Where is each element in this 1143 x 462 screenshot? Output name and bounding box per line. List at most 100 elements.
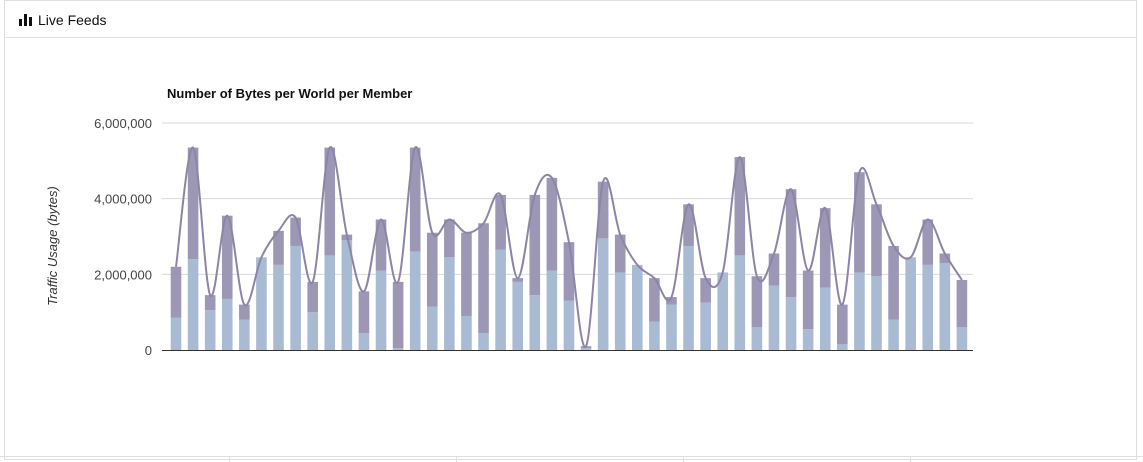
- bar-upper: [307, 281, 318, 313]
- trend-line-layer: [175, 146, 963, 348]
- bar-upper: [358, 291, 370, 333]
- bar-lower: [444, 257, 455, 350]
- bar-lower: [478, 332, 489, 350]
- bar-upper: [170, 266, 182, 318]
- bar-upper: [666, 297, 677, 305]
- bar-upper: [956, 280, 968, 328]
- bar-lower: [597, 238, 609, 350]
- bar-lower: [409, 251, 421, 350]
- bar-upper: [871, 204, 882, 277]
- bar-lower: [529, 295, 541, 350]
- bar-lower: [563, 300, 575, 350]
- bar-lower: [819, 287, 831, 350]
- bar-lower: [649, 321, 660, 350]
- bar-lower: [871, 276, 882, 350]
- bar-upper: [546, 177, 558, 271]
- bar-upper: [187, 147, 199, 260]
- bar-upper: [683, 204, 694, 246]
- bar-lower: [170, 317, 182, 350]
- bar-upper: [837, 304, 848, 345]
- trend-line: [175, 146, 963, 348]
- bar-upper: [495, 194, 506, 250]
- bar-lower: [307, 312, 318, 350]
- bar-upper: [392, 281, 404, 349]
- bar-lower: [273, 264, 284, 350]
- footer-dividers: [0, 456, 1143, 462]
- chart-title: Number of Bytes per World per Member: [167, 86, 412, 101]
- bar-upper: [785, 189, 797, 298]
- bar-upper: [922, 219, 934, 265]
- bar-lower: [204, 310, 216, 350]
- bar-lower: [375, 270, 387, 350]
- bar-lower: [426, 306, 438, 350]
- bar-lower: [632, 264, 643, 350]
- bar-lower: [922, 264, 934, 350]
- bars: [170, 147, 968, 350]
- bar-lower: [939, 262, 951, 350]
- bar-upper: [734, 157, 746, 256]
- bar-lower: [256, 257, 267, 350]
- bar-lower: [905, 257, 916, 350]
- bar-upper: [768, 253, 780, 286]
- bar-upper: [700, 278, 711, 303]
- bar-upper: [888, 245, 899, 320]
- bar-upper: [819, 208, 831, 288]
- bar-upper: [802, 270, 814, 330]
- bar-upper: [273, 230, 284, 265]
- bar-lower: [888, 319, 899, 350]
- bar-upper: [614, 234, 626, 273]
- bar-lower: [717, 272, 729, 350]
- bar-lower: [461, 315, 472, 350]
- bar-upper: [375, 219, 387, 271]
- bar-upper: [461, 232, 472, 316]
- y-axis-ticks: 0 2,000,000 4,000,000 6,000,000: [94, 116, 152, 358]
- bar-lower: [785, 297, 797, 350]
- bar-upper: [939, 253, 951, 263]
- bar-upper: [854, 172, 865, 273]
- bar-upper: [529, 194, 541, 296]
- panel-title: Live Feeds: [38, 12, 107, 28]
- bar-upper: [563, 242, 575, 301]
- bar-lower: [751, 327, 763, 350]
- bar-lower: [290, 245, 301, 350]
- bar-lower: [239, 319, 250, 350]
- bar-lower: [392, 348, 404, 350]
- bar-upper: [409, 147, 421, 252]
- bar-lower: [221, 298, 233, 350]
- bar-lower: [512, 281, 523, 350]
- panel-header: Live Feeds: [5, 1, 1136, 38]
- y-tick-label: 4,000,000: [94, 192, 152, 207]
- bar-upper: [751, 276, 763, 328]
- y-tick-label: 6,000,000: [94, 116, 152, 131]
- bar-upper: [324, 147, 336, 256]
- bar-upper: [204, 295, 216, 311]
- bar-lower: [187, 259, 199, 350]
- bar-lower: [700, 302, 711, 350]
- bar-lower: [358, 332, 370, 350]
- bar-upper: [221, 215, 233, 299]
- bar-upper: [649, 278, 660, 322]
- bar-lower: [683, 245, 694, 350]
- bar-chart-icon: [19, 14, 32, 26]
- bar-lower: [580, 348, 592, 350]
- y-tick-label: 0: [145, 343, 152, 358]
- bar-lower: [802, 329, 814, 350]
- bar-upper: [478, 223, 489, 333]
- bar-lower: [546, 270, 558, 350]
- bar-lower: [495, 249, 506, 350]
- bar-upper: [426, 232, 438, 307]
- bar-lower: [614, 272, 626, 350]
- bar-lower: [666, 304, 677, 350]
- bar-lower: [324, 255, 336, 350]
- y-axis-label: Traffic Usage (bytes): [45, 186, 60, 306]
- bar-lower: [341, 240, 353, 350]
- bar-lower: [956, 327, 968, 350]
- bar-lower: [734, 255, 746, 350]
- bar-lower: [854, 272, 865, 350]
- bar-upper: [239, 304, 250, 320]
- y-tick-label: 2,000,000: [94, 267, 152, 282]
- bar-lower: [837, 344, 848, 350]
- bar-upper: [444, 219, 455, 258]
- bar-upper: [512, 278, 523, 282]
